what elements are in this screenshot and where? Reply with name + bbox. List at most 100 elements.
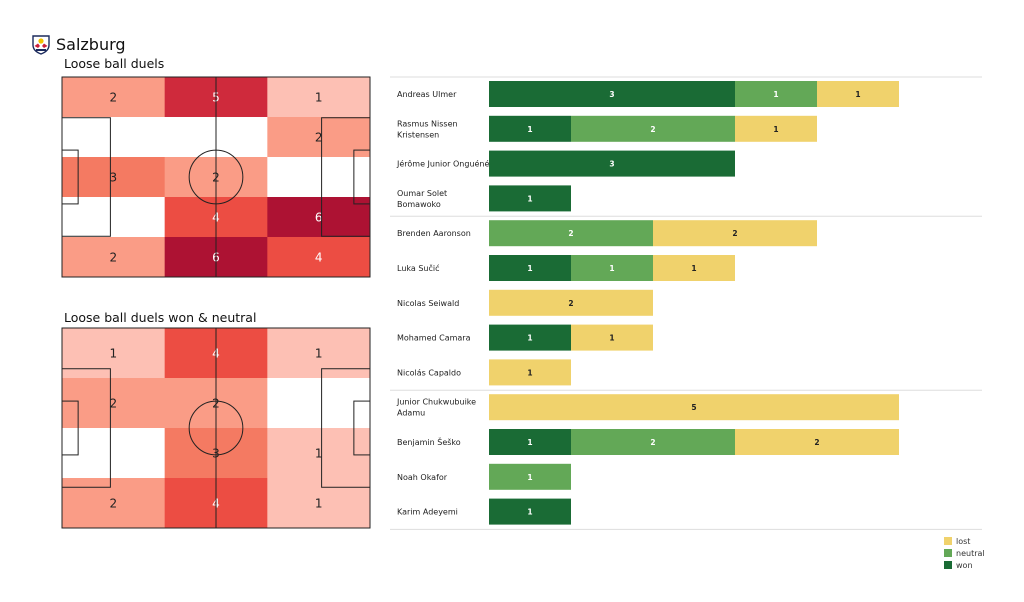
heatmap-cell [62, 77, 166, 118]
player-name: Noah Okafor [397, 473, 448, 482]
player-row: Mohamed Camara 1 1 [397, 324, 653, 351]
red-bull-salzburg-crest-icon [32, 35, 50, 55]
bar-segment-lost [653, 255, 735, 281]
heatmap-cell [267, 117, 371, 158]
heatmap-cell [62, 378, 166, 429]
heatmap-cell-value: 1 [315, 447, 323, 461]
bar-value-label: 1 [527, 194, 532, 203]
heatmap-cell [267, 197, 371, 238]
heatmap-cell-value: 3 [110, 171, 118, 185]
bar-segment-neutral [571, 255, 653, 281]
heatmap-cell-value: 2 [110, 497, 118, 511]
bar-segment-lost [489, 359, 571, 386]
bar-segment-won [489, 185, 571, 212]
heatmap-cell [267, 478, 371, 529]
legend-label: neutral [956, 548, 985, 558]
team-header: Salzburg [30, 32, 126, 56]
heatmap-cell [62, 117, 166, 158]
heatmap-cell [267, 328, 371, 379]
legend-swatch [944, 549, 952, 557]
pitch-lines [61, 327, 371, 529]
player-name: Karim Adeyemi [397, 508, 458, 517]
player-row: Jérôme Junior Onguéné 3 [396, 150, 735, 177]
bar-value-label: 1 [527, 508, 532, 517]
bar-value-label: 2 [650, 438, 655, 447]
heatmap-cell-value: 4 [315, 251, 323, 265]
heatmap-cell [62, 328, 166, 379]
heatmap-cell-value: 2 [315, 131, 323, 145]
player-name: Oumar Solet Bomawoko [397, 189, 447, 209]
player-row: Brenden Aaronson 2 2 [397, 220, 817, 247]
bar-segment-won [489, 498, 571, 525]
player-row: Luka Sučić 1 1 1 [397, 255, 735, 281]
legend-label: lost [956, 536, 971, 546]
player-name: Junior Chukwubuike Adamu [396, 398, 476, 418]
stacked-bar-chart: Andreas Ulmer 3 1 1 Rasmus Nissen Kristensen 1… [390, 76, 982, 530]
bar-segment-won [489, 324, 571, 351]
legend-item-lost: lost [944, 535, 985, 547]
bar-value-label: 1 [691, 264, 696, 273]
legend: lost neutral won [944, 535, 985, 571]
bar-segment-neutral [571, 429, 735, 455]
player-name: Luka Sučić [397, 263, 440, 273]
bar-segment-won [489, 255, 571, 281]
player-row: Karim Adeyemi 1 [397, 498, 571, 525]
player-row: Nicolás Capaldo 1 [397, 359, 571, 386]
heatmap-cell-value: 1 [110, 347, 118, 361]
bar-value-label: 1 [527, 125, 532, 134]
heatmap-cell [62, 478, 166, 529]
heatmap-title: Loose ball duels won & neutral [64, 310, 256, 325]
bar-value-label: 2 [650, 125, 655, 134]
legend-swatch [944, 537, 952, 545]
bar-segment-neutral [571, 115, 735, 142]
team-name: Salzburg [56, 34, 126, 54]
heatmap-cell-value: 1 [315, 347, 323, 361]
bar-value-label: 1 [609, 264, 614, 273]
bar-value-label: 1 [527, 438, 532, 447]
bar-value-label: 1 [609, 334, 614, 343]
legend-item-neutral: neutral [944, 547, 985, 559]
player-name: Rasmus Nissen Kristensen [397, 119, 458, 139]
heatmap-cell [62, 237, 166, 278]
heatmap-cell [267, 378, 371, 429]
legend-label: won [956, 560, 973, 570]
heatmap-cell [62, 157, 166, 198]
bar-segment-lost [653, 220, 817, 247]
bar-value-label: 5 [691, 403, 696, 412]
bar-value-label: 1 [527, 473, 532, 482]
bar-segment-won [489, 429, 571, 455]
player-name: Benjamin Šeško [397, 436, 461, 447]
heatmap-cell [62, 197, 166, 238]
bar-segment-neutral [489, 463, 571, 490]
bar-segment-won [489, 81, 735, 107]
bar-value-label: 1 [855, 90, 860, 99]
bar-segment-lost [735, 429, 899, 455]
bar-value-label: 2 [568, 299, 573, 308]
bar-segment-lost [571, 324, 653, 351]
player-row: Nicolas Seiwald 2 [397, 289, 653, 316]
bar-value-label: 2 [814, 438, 819, 447]
heatmap-cell-value: 6 [315, 211, 323, 225]
bar-value-label: 3 [609, 90, 614, 99]
bar-value-label: 1 [527, 368, 532, 377]
bar-value-label: 2 [568, 229, 573, 238]
bar-segment-neutral [735, 81, 817, 107]
heatmap-cell-value: 1 [315, 91, 323, 105]
player-name: Brenden Aaronson [397, 229, 471, 238]
heatmap-cell [267, 157, 371, 198]
bar-segment-lost [817, 81, 899, 107]
player-name: Mohamed Camara [397, 334, 471, 343]
bar-value-label: 1 [773, 125, 778, 134]
bar-segment-lost [489, 289, 653, 316]
player-name: Jérôme Junior Onguéné [396, 159, 490, 169]
bar-value-label: 1 [773, 90, 778, 99]
heatmap-title: Loose ball duels [64, 56, 164, 71]
heatmap-cell-value: 2 [110, 251, 118, 265]
heatmap-cell-value: 2 [110, 91, 118, 105]
bar-segment-won [489, 115, 571, 142]
player-row: Andreas Ulmer 3 1 1 [397, 81, 899, 107]
bar-segment-won [489, 150, 735, 177]
